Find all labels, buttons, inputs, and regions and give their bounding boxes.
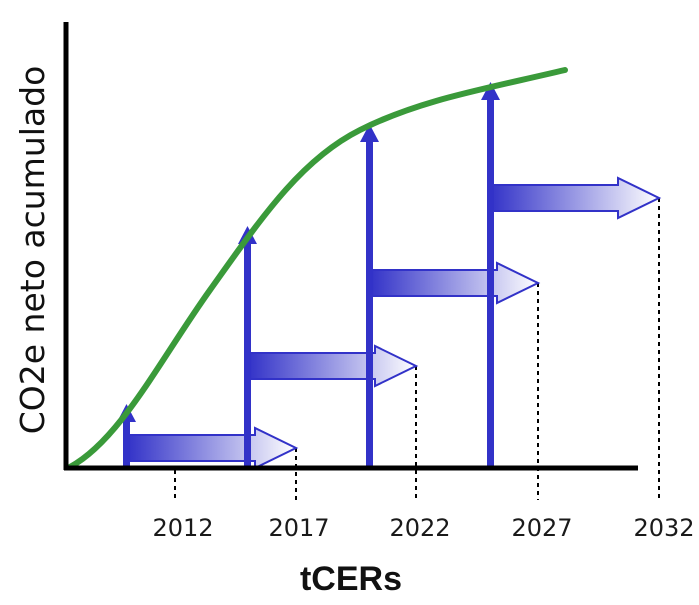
tick-label: 2032 xyxy=(633,514,694,542)
vertical-arrow-4-head xyxy=(481,82,500,100)
tick-label: 2027 xyxy=(511,514,572,542)
tick-label: 2017 xyxy=(268,514,329,542)
axes xyxy=(63,22,638,471)
y-axis-title: CO2e neto acumulado xyxy=(13,66,52,435)
vertical-arrow-4-shaft xyxy=(487,98,494,470)
horizontal-arrows xyxy=(126,176,662,470)
horizontal-arrow-2 xyxy=(247,344,419,388)
horizontal-arrow-1 xyxy=(126,426,299,470)
tick-labels: 2012 2017 2022 2027 2032 xyxy=(152,514,694,542)
vertical-arrow-2-shaft xyxy=(244,242,251,470)
tick-label: 2022 xyxy=(389,514,450,542)
cumulative-curve xyxy=(67,67,568,470)
vertical-arrow-3-head xyxy=(360,124,379,142)
x-axis-title: tCERs xyxy=(300,560,402,598)
horizontal-arrow-3 xyxy=(369,261,541,305)
horizontal-arrow-4 xyxy=(489,176,662,220)
vertical-arrow-1-shaft xyxy=(123,420,130,470)
tick-label: 2012 xyxy=(152,514,213,542)
vertical-arrow-3-shaft xyxy=(366,140,373,470)
dotted-guides xyxy=(174,198,660,500)
